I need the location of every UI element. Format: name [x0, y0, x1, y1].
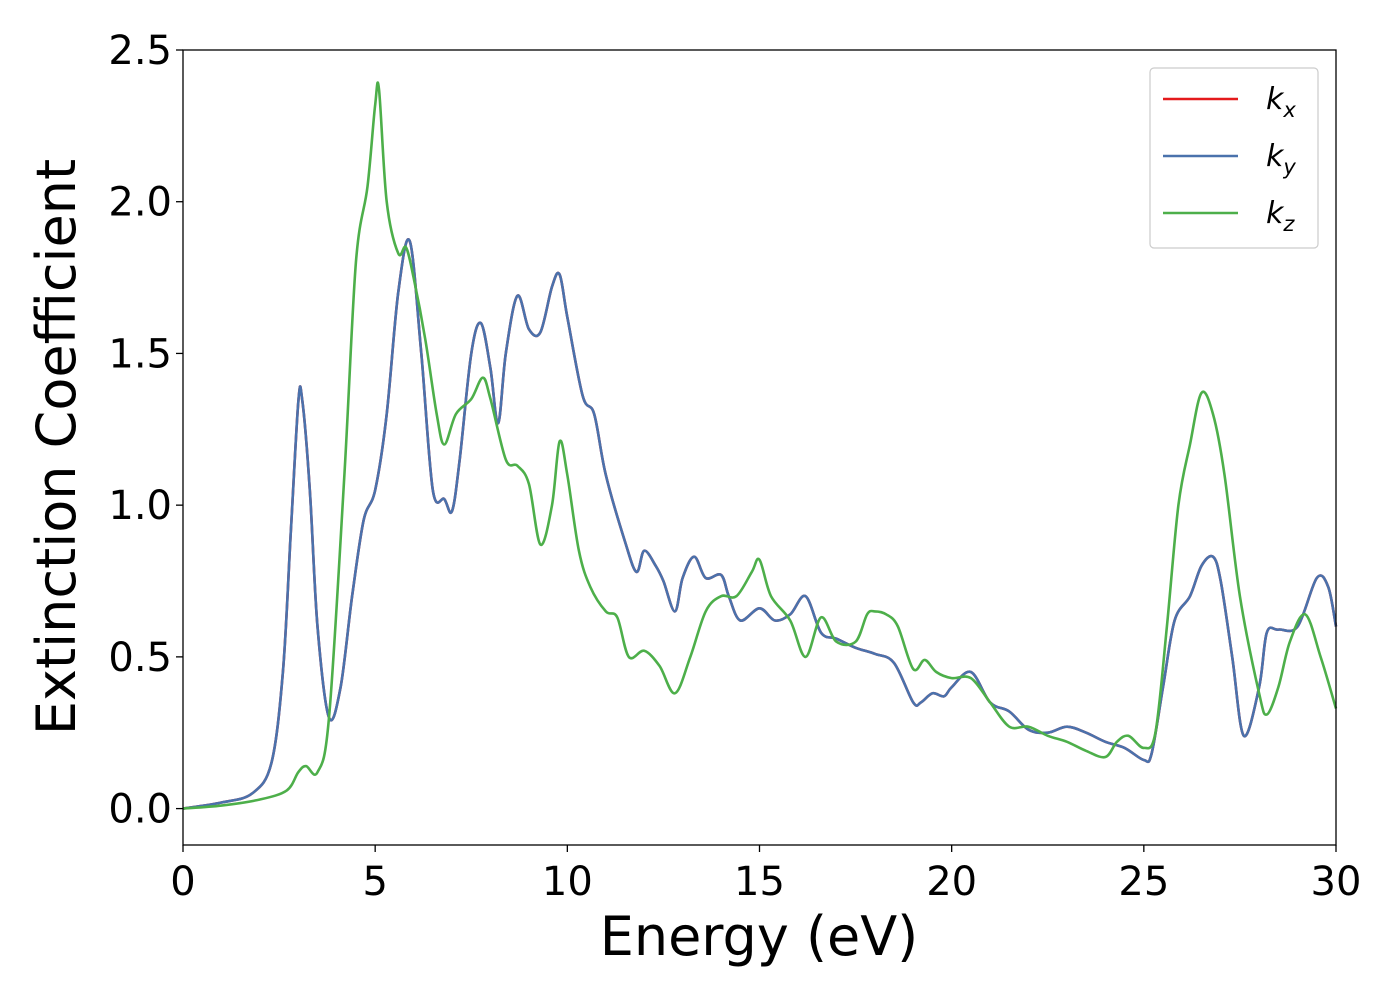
x-tick-label: 15: [734, 859, 785, 905]
legend-label-kz: kz: [1266, 196, 1295, 236]
legend-label-ky: ky: [1266, 139, 1296, 179]
y-tick-label: 0.0: [108, 787, 172, 833]
series-layer: [182, 81, 1338, 810]
y-tick-label: 1.5: [108, 331, 172, 377]
legend-frame: [1149, 67, 1319, 249]
y-axis: 0.0 0.5 1.0 1.5 2.0 2.5: [108, 28, 183, 833]
x-tick-label: 5: [362, 859, 387, 905]
y-axis-title: Extinction Coefficient: [25, 159, 88, 735]
x-tick-label: 20: [926, 859, 977, 905]
series-line-kz: [182, 81, 1338, 810]
x-axis-title: Energy (eV): [600, 905, 919, 968]
x-tick-label: 25: [1118, 859, 1169, 905]
y-tick-label: 2.0: [108, 180, 172, 226]
x-tick-label: 10: [542, 859, 593, 905]
y-tick-label: 2.5: [108, 28, 172, 74]
x-tick-label: 30: [1311, 859, 1362, 905]
y-tick-label: 0.5: [108, 635, 172, 681]
x-axis: 0 5 10 15 20 25 30: [170, 845, 1361, 905]
series-line-kx: [182, 238, 1338, 810]
y-tick-label: 1.0: [108, 483, 172, 529]
legend-label-kx: kx: [1266, 82, 1296, 122]
legend: kx ky kz: [1149, 67, 1319, 249]
x-tick-label: 0: [170, 859, 195, 905]
series-line-ky: [182, 238, 1338, 810]
